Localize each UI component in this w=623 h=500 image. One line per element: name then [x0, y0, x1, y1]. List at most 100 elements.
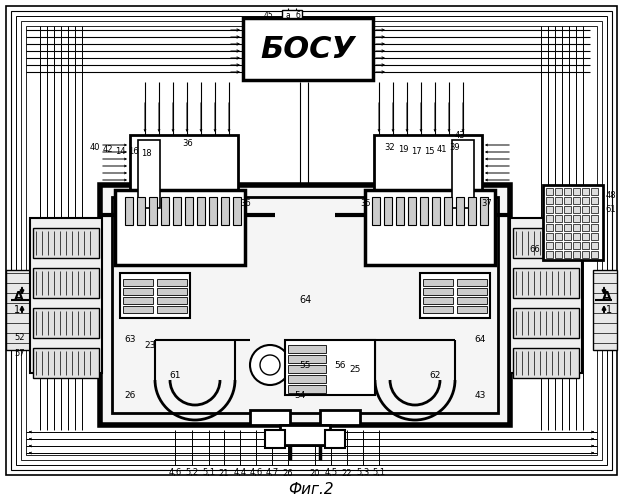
Bar [288, 365, 326, 373]
Bar [6, 270, 30, 350]
Bar [423, 297, 453, 304]
Bar [457, 279, 487, 286]
Bar [123, 279, 153, 286]
Bar [115, 190, 245, 265]
Text: 35: 35 [361, 198, 371, 207]
Text: 56: 56 [335, 360, 346, 370]
Bar [384, 197, 392, 225]
Bar [573, 224, 580, 231]
Bar [573, 215, 580, 222]
Bar [564, 242, 571, 249]
Bar [457, 297, 487, 304]
Bar [456, 197, 464, 225]
Text: 40: 40 [90, 144, 100, 152]
Bar [288, 355, 326, 363]
Bar [33, 268, 99, 298]
Bar [282, 10, 302, 18]
Bar [555, 215, 562, 222]
Bar [457, 288, 487, 295]
Bar [423, 306, 453, 313]
Text: 37: 37 [482, 198, 492, 207]
Bar [26, 26, 597, 455]
Text: 25: 25 [350, 366, 361, 374]
Bar [372, 197, 380, 225]
Bar [265, 430, 285, 448]
Text: 48: 48 [606, 190, 616, 200]
Bar [573, 242, 580, 249]
Text: 4,4: 4,4 [234, 468, 247, 477]
Bar [582, 215, 589, 222]
Bar [546, 188, 553, 195]
Bar [573, 251, 580, 258]
Bar [564, 233, 571, 240]
Bar [564, 197, 571, 204]
Bar [420, 273, 490, 318]
Bar [396, 197, 404, 225]
Bar [137, 197, 145, 225]
Text: 16: 16 [128, 148, 138, 156]
Text: 55: 55 [299, 360, 311, 370]
Text: 39: 39 [450, 144, 460, 152]
Bar [452, 140, 474, 208]
Bar [582, 188, 589, 195]
Bar [138, 140, 160, 208]
Text: 36: 36 [240, 198, 251, 207]
Text: A: A [14, 290, 24, 302]
Bar [591, 188, 598, 195]
Bar [233, 197, 241, 225]
Text: 4,5: 4,5 [325, 468, 338, 477]
Bar [423, 288, 453, 295]
Text: 26: 26 [283, 468, 293, 477]
Bar [513, 228, 579, 258]
Bar [546, 233, 553, 240]
Text: 32: 32 [384, 144, 396, 152]
Bar [161, 197, 169, 225]
Text: 5,2: 5,2 [186, 468, 199, 477]
Bar [555, 206, 562, 213]
Bar [555, 188, 562, 195]
Bar [591, 197, 598, 204]
Bar [555, 197, 562, 204]
Bar [185, 197, 193, 225]
Text: 19: 19 [397, 146, 408, 154]
Text: 54: 54 [294, 390, 306, 400]
Text: 36: 36 [183, 138, 193, 147]
Circle shape [260, 355, 280, 375]
Text: 42: 42 [103, 146, 113, 154]
Text: 21: 21 [219, 468, 229, 477]
Text: 5,3: 5,3 [356, 468, 369, 477]
Bar [593, 270, 617, 350]
Bar [157, 288, 187, 295]
Bar [546, 206, 553, 213]
Bar [564, 206, 571, 213]
Text: 5,1: 5,1 [202, 468, 216, 477]
Text: 4,7: 4,7 [265, 468, 278, 477]
Bar [582, 197, 589, 204]
Bar [320, 410, 360, 425]
Text: 41: 41 [437, 146, 447, 154]
Bar [573, 188, 580, 195]
Text: 52: 52 [14, 334, 25, 342]
Bar [444, 197, 452, 225]
Bar [374, 135, 482, 213]
Text: 64: 64 [474, 336, 486, 344]
Bar [573, 206, 580, 213]
Bar [120, 273, 190, 318]
Bar [591, 242, 598, 249]
Bar [432, 197, 440, 225]
Bar [288, 345, 326, 353]
Bar [582, 206, 589, 213]
Text: 66: 66 [530, 246, 540, 254]
Text: 63: 63 [124, 336, 136, 344]
Bar [582, 224, 589, 231]
Text: 4,6: 4,6 [168, 468, 182, 477]
Bar [209, 197, 217, 225]
Text: 23: 23 [145, 340, 156, 349]
Bar [543, 185, 603, 260]
Bar [288, 385, 326, 393]
Text: 20: 20 [310, 468, 320, 477]
Bar [513, 268, 579, 298]
Bar [123, 297, 153, 304]
Text: 1: 1 [606, 305, 612, 315]
Bar [546, 215, 553, 222]
